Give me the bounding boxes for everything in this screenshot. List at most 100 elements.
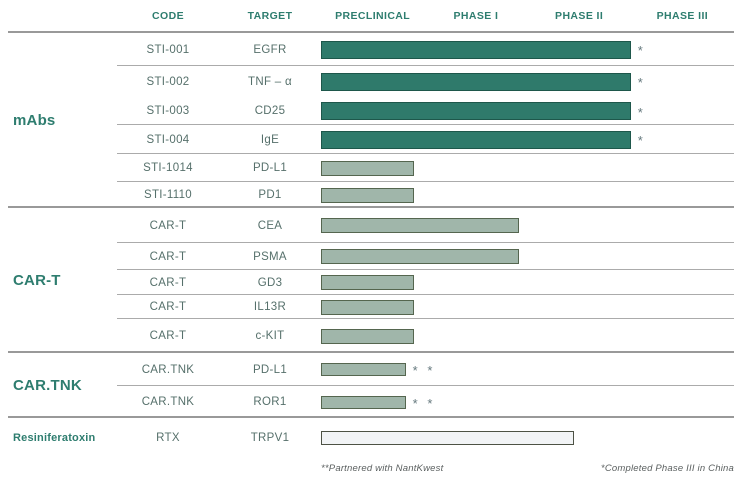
pipeline-row: CAR-T PSMA: [117, 243, 742, 270]
pipeline-row: CAR-T IL13R: [117, 295, 742, 319]
header-divider: [8, 31, 734, 33]
row-chart-area: [321, 431, 734, 445]
row-target: ROR1: [253, 396, 287, 408]
row-code: CAR.TNK: [141, 396, 195, 408]
row-chart-area: *: [321, 40, 734, 59]
pipeline-row: CAR-T GD3: [117, 270, 742, 295]
group-rows: CAR.TNK PD-L1 * * CAR.TNK ROR1 * *: [117, 353, 742, 418]
phase-bar: [321, 363, 406, 376]
row-code: CAR-T: [149, 219, 187, 232]
phase-bar: [321, 218, 520, 233]
column-header-phase3: PHASE III: [656, 9, 709, 22]
pipeline-row: STI-004 IgE *: [117, 125, 742, 154]
phase-bar: [321, 130, 631, 149]
bar-note: * *: [412, 363, 436, 378]
phase-bar: [321, 431, 574, 445]
row-target: GD3: [257, 276, 283, 289]
phase-bar: [321, 187, 414, 203]
bar-note: *: [637, 43, 646, 58]
pipeline-row: CAR-T CEA: [117, 208, 742, 243]
footnote-partnered: **Partnered with NantKwest: [321, 463, 444, 474]
row-chart-area: [321, 160, 734, 176]
pipeline-group: Resiniferatoxin RTX TRPV1: [0, 418, 742, 458]
row-chart-area: [321, 275, 734, 290]
row-code: CAR-T: [149, 276, 187, 289]
phase-bar: [321, 102, 631, 120]
pipeline-group: mAbs STI-001 EGFR * STI-002 TNF – α * STI-003 CD…: [0, 33, 742, 208]
phase-bar: [321, 395, 406, 409]
row-chart-area: [321, 187, 734, 203]
row-chart-area: *: [321, 72, 734, 91]
row-code: STI-002: [146, 75, 190, 88]
bar-note: * *: [412, 395, 436, 411]
pipeline-group: CAR.TNK CAR.TNK PD-L1 * * CAR.TNK ROR1 * *: [0, 353, 742, 418]
row-code: CAR-T: [149, 330, 187, 342]
phase-bar: [321, 275, 414, 290]
pipeline-group: CAR-T CAR-T CEA CAR-T PSMA CAR-T GD3 CAR-T IL13R…: [0, 208, 742, 353]
pipeline-groups: mAbs STI-001 EGFR * STI-002 TNF – α * STI-003 CD…: [0, 33, 742, 458]
row-chart-area: *: [321, 130, 734, 149]
column-header-phase2: PHASE II: [555, 9, 604, 22]
row-chart-area: [321, 299, 734, 315]
row-target: EGFR: [253, 43, 287, 56]
pipeline-row: STI-001 EGFR *: [117, 33, 742, 66]
pipeline-row: CAR.TNK PD-L1 * *: [117, 353, 742, 386]
group-label: Resiniferatoxin: [13, 432, 96, 444]
row-code: CAR-T: [149, 301, 187, 313]
column-headers: CODE TARGET PRECLINICAL PHASE I PHASE II…: [0, 0, 742, 31]
row-chart-area: [321, 249, 734, 264]
phase-columns: PRECLINICAL PHASE I PHASE II PHASE III: [321, 10, 734, 22]
row-target: IL13R: [253, 301, 287, 313]
row-target: PD1: [258, 189, 282, 201]
phase-bar: [321, 72, 631, 91]
group-rows: RTX TRPV1: [117, 418, 742, 458]
column-header-preclinical: PRECLINICAL: [335, 9, 411, 22]
footnote-completed: *Completed Phase III in China: [600, 463, 734, 474]
row-chart-area: [321, 218, 734, 233]
row-target: c-KIT: [255, 330, 285, 342]
pipeline-row: STI-003 CD25 *: [117, 97, 742, 125]
bar-note: *: [637, 75, 646, 90]
footnotes: **Partnered with NantKwest *Completed Ph…: [321, 463, 734, 474]
row-target: CEA: [257, 219, 283, 232]
row-code: STI-003: [146, 105, 190, 117]
column-header-target: TARGET: [247, 9, 293, 22]
phase-bar: [321, 249, 520, 264]
phase-bar: [321, 40, 631, 59]
row-code: STI-001: [146, 43, 190, 56]
row-target: PD-L1: [252, 363, 288, 376]
row-chart-area: * *: [321, 363, 734, 378]
pipeline-row: CAR-T c-KIT: [117, 319, 742, 353]
row-target: TNF – α: [248, 75, 292, 88]
row-target: CD25: [254, 105, 286, 117]
row-chart-area: * *: [321, 395, 734, 411]
pipeline-row: CAR.TNK ROR1 * *: [117, 386, 742, 418]
row-code: STI-1110: [144, 189, 192, 201]
row-code: CAR-T: [149, 250, 187, 263]
bar-note: *: [637, 133, 646, 148]
group-rows: CAR-T CEA CAR-T PSMA CAR-T GD3 CAR-T IL13R CAR-T…: [117, 208, 742, 353]
group-rows: STI-001 EGFR * STI-002 TNF – α * STI-003 CD25 * S…: [117, 33, 742, 208]
column-header-code: CODE: [152, 9, 184, 22]
pipeline-row: STI-1014 PD-L1: [117, 154, 742, 182]
row-target: PSMA: [253, 250, 287, 263]
row-target: TRPV1: [250, 432, 290, 444]
row-target: IgE: [260, 133, 280, 146]
pipeline-row: STI-002 TNF – α *: [117, 66, 742, 97]
phase-bar: [321, 160, 414, 176]
row-code: STI-004: [146, 133, 190, 146]
row-chart-area: *: [321, 102, 734, 120]
group-label: mAbs: [13, 112, 56, 129]
column-header-phase1: PHASE I: [453, 9, 499, 22]
row-target: PD-L1: [252, 162, 288, 174]
row-code: CAR.TNK: [141, 363, 195, 376]
group-label: CAR-T: [13, 272, 61, 289]
pipeline-row: RTX TRPV1: [117, 418, 742, 458]
phase-bar: [321, 328, 414, 344]
group-label: CAR.TNK: [13, 377, 82, 394]
row-chart-area: [321, 328, 734, 344]
row-code: STI-1014: [143, 162, 193, 174]
row-code: RTX: [156, 432, 180, 444]
bar-note: *: [637, 104, 646, 120]
